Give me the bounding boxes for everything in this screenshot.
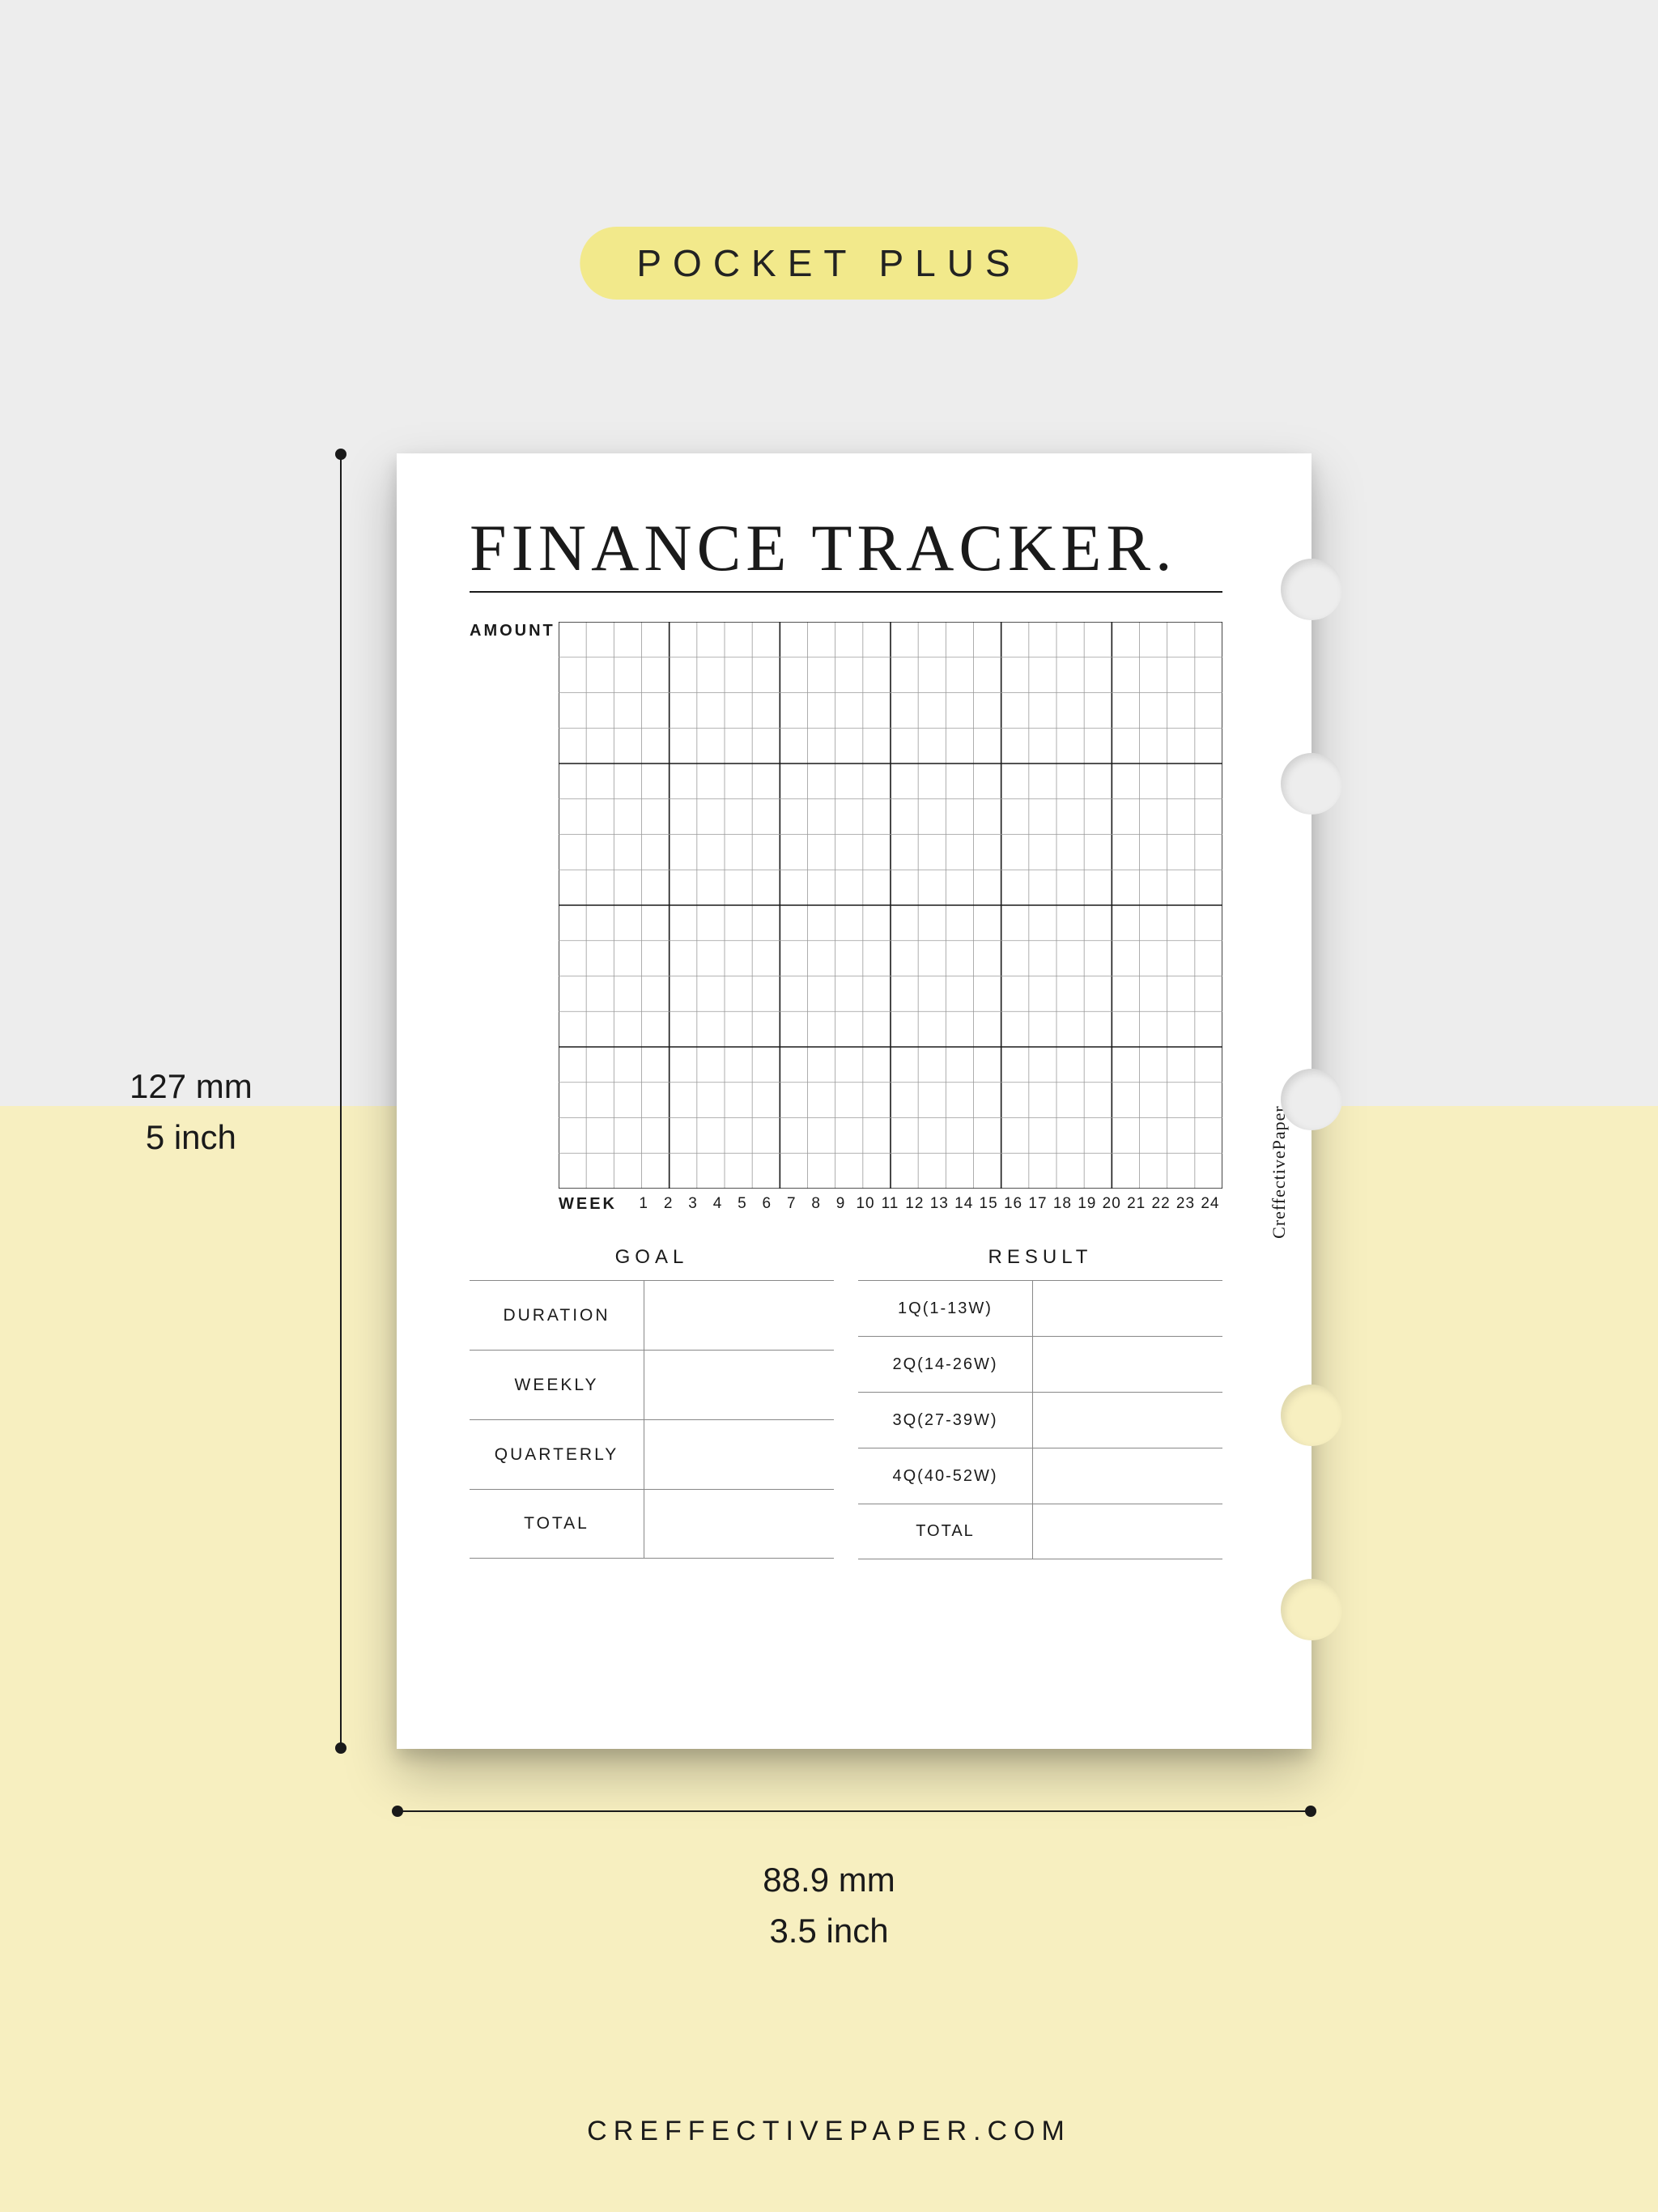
brand-watermark: CreffectivePaper.: [1269, 1101, 1290, 1239]
binder-hole: [1281, 1069, 1342, 1130]
week-number: 7: [780, 1195, 804, 1214]
week-number: 15: [976, 1195, 1001, 1214]
week-number: 16: [1001, 1195, 1025, 1214]
week-number: 19: [1075, 1195, 1099, 1214]
width-in: 3.5 inch: [763, 1905, 895, 1956]
result-row-label: TOTAL: [858, 1504, 1033, 1559]
week-number: 3: [681, 1195, 705, 1214]
goal-row-label: WEEKLY: [470, 1351, 644, 1419]
result-row: 3Q(27-39W): [858, 1392, 1222, 1448]
goal-table: GOAL DURATIONWEEKLYQUARTERLYTOTAL: [470, 1238, 834, 1559]
width-mm: 88.9 mm: [763, 1854, 895, 1905]
week-number: 17: [1026, 1195, 1050, 1214]
week-number: 24: [1198, 1195, 1222, 1214]
goal-header: GOAL: [470, 1238, 834, 1280]
dimension-line-vertical: [340, 453, 342, 1749]
result-row: 4Q(40-52W): [858, 1448, 1222, 1504]
page-title: FINANCE TRACKER.: [470, 510, 1222, 593]
result-row: 1Q(1-13W): [858, 1280, 1222, 1336]
week-number: 5: [730, 1195, 755, 1214]
result-row-label: 2Q(14-26W): [858, 1337, 1033, 1392]
dimension-label-vertical: 127 mm 5 inch: [130, 1061, 253, 1163]
week-number: 13: [927, 1195, 951, 1214]
chart-area: AMOUNT: [470, 622, 1222, 1189]
binder-hole: [1281, 753, 1342, 815]
week-number: 8: [804, 1195, 828, 1214]
week-number: 11: [878, 1195, 902, 1214]
result-row: 2Q(14-26W): [858, 1336, 1222, 1392]
binder-hole: [1281, 1385, 1342, 1446]
week-number: 21: [1124, 1195, 1148, 1214]
dimension-label-horizontal: 88.9 mm 3.5 inch: [763, 1854, 895, 1956]
chart-grid: [559, 622, 1222, 1189]
week-number: 6: [755, 1195, 779, 1214]
result-header: RESULT: [858, 1238, 1222, 1280]
week-number: 1: [631, 1195, 656, 1214]
result-table: RESULT 1Q(1-13W)2Q(14-26W)3Q(27-39W)4Q(4…: [858, 1238, 1222, 1559]
week-number: 14: [951, 1195, 976, 1214]
result-row-label: 3Q(27-39W): [858, 1393, 1033, 1448]
y-axis-label: AMOUNT: [470, 622, 559, 1189]
goal-row-label: TOTAL: [470, 1490, 644, 1558]
x-axis-label: WEEK: [559, 1195, 617, 1214]
height-in: 5 inch: [130, 1112, 253, 1163]
goal-row-label: DURATION: [470, 1281, 644, 1350]
goal-row-label: QUARTERLY: [470, 1420, 644, 1489]
footer-url: CREFFECTIVEPAPER.COM: [587, 2116, 1071, 2147]
goal-row: DURATION: [470, 1280, 834, 1350]
planner-page: FINANCE TRACKER. AMOUNT WEEK 12345678910…: [397, 453, 1312, 1749]
goal-row: TOTAL: [470, 1489, 834, 1559]
week-number: 10: [853, 1195, 878, 1214]
height-mm: 127 mm: [130, 1061, 253, 1112]
size-badge: POCKET PLUS: [580, 227, 1078, 300]
result-row: TOTAL: [858, 1504, 1222, 1559]
x-axis: WEEK 12345678910111213141516171819202122…: [559, 1195, 1222, 1214]
result-row-label: 1Q(1-13W): [858, 1281, 1033, 1336]
binder-hole: [1281, 559, 1342, 620]
week-number: 18: [1050, 1195, 1074, 1214]
binder-hole: [1281, 1579, 1342, 1640]
week-number: 20: [1099, 1195, 1124, 1214]
week-number: 12: [903, 1195, 927, 1214]
goal-row: QUARTERLY: [470, 1419, 834, 1489]
tables-row: GOAL DURATIONWEEKLYQUARTERLYTOTAL RESULT…: [470, 1238, 1222, 1559]
week-number: 4: [705, 1195, 729, 1214]
week-numbers: 123456789101112131415161718192021222324: [631, 1195, 1222, 1214]
result-row-label: 4Q(40-52W): [858, 1448, 1033, 1504]
week-number: 2: [656, 1195, 680, 1214]
week-number: 9: [828, 1195, 852, 1214]
week-number: 22: [1149, 1195, 1173, 1214]
week-number: 23: [1173, 1195, 1197, 1214]
goal-row: WEEKLY: [470, 1350, 834, 1419]
dimension-line-horizontal: [397, 1810, 1312, 1812]
